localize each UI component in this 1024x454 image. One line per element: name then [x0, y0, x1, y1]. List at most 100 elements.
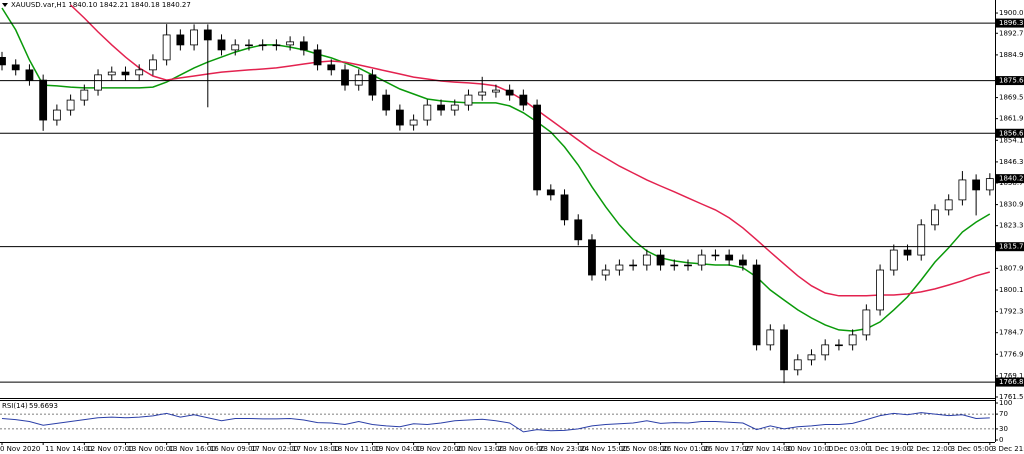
candle-body: [766, 329, 775, 346]
x-tick-label: 1 Dec 19:00: [868, 445, 911, 453]
y-tick-label: 1776.90: [999, 350, 1024, 358]
y-tick-label: 100: [999, 399, 1012, 407]
candle-body: [341, 69, 349, 86]
candle-body: [958, 179, 967, 201]
candle-body: [272, 44, 281, 47]
candle-body: [752, 264, 761, 346]
candle-body: [80, 89, 89, 101]
y-tick-label: 1892.70: [999, 29, 1024, 37]
level-label-box: [996, 76, 1024, 86]
candle-body: [835, 344, 843, 347]
candle-body: [437, 104, 445, 111]
candle-body: [190, 29, 198, 46]
moving-average: [70, 4, 991, 297]
candle-body: [149, 59, 157, 71]
x-tick-label: 19 Nov 20:00: [416, 445, 463, 453]
chart-header: XAUUSD.var,H1 1840.10 1842.21 1840.18 18…: [11, 1, 191, 9]
level-label-box: [996, 242, 1024, 252]
candle-body: [162, 34, 171, 61]
candle-body: [464, 94, 473, 106]
x-tick-label: 25 Nov 08:00: [621, 445, 668, 453]
x-tick-label: 12 Nov 07:00: [86, 445, 133, 453]
candle-body: [203, 29, 212, 41]
candle-body: [107, 71, 116, 76]
level-label: 1766.88: [999, 378, 1024, 386]
x-tick-label: 3 Dec 21:00: [992, 445, 1024, 453]
candle-body: [409, 119, 418, 126]
level-label: 1875.64: [999, 77, 1024, 85]
candle-body: [780, 329, 788, 371]
level-label: 1896.38: [999, 19, 1024, 27]
y-tick-label: 1800.10: [999, 286, 1024, 294]
candle-body: [588, 239, 596, 276]
candle-body: [231, 44, 240, 51]
candle-body: [533, 104, 541, 191]
y-tick-label: 30: [999, 425, 1008, 433]
collapse-icon[interactable]: [2, 3, 8, 7]
x-tick-label: 30 Nov 10:00: [786, 445, 833, 453]
candle-body: [94, 74, 102, 91]
candle-body: [395, 109, 404, 126]
candle-body: [546, 189, 555, 196]
candle-body: [505, 89, 514, 96]
candle-body: [258, 44, 267, 47]
x-tick-label: 19 Nov 04:00: [374, 445, 421, 453]
x-tick-label: 3 Dec 05:00: [951, 445, 994, 453]
x-tick-label: 24 Nov 15:00: [580, 445, 627, 453]
x-tick-label: 13 Nov 00:00: [127, 445, 174, 453]
candle-body: [889, 249, 898, 271]
candle-body: [985, 178, 994, 191]
candle-body: [848, 334, 857, 346]
candle-body: [450, 104, 459, 111]
candle-body: [66, 99, 75, 111]
candle-body: [382, 94, 391, 111]
candle-body: [931, 209, 939, 226]
y-tick-label: 1861.90: [999, 115, 1024, 123]
level-label-box: [996, 18, 1024, 28]
x-tick-label: 13 Nov 16:00: [169, 445, 216, 453]
candle-body: [368, 74, 377, 96]
candle-body: [876, 269, 884, 311]
y-tick-label: 1854.10: [999, 136, 1024, 144]
candle-body: [176, 34, 185, 46]
candle-body: [217, 39, 226, 51]
candle-body: [615, 264, 624, 271]
candle-body: [11, 64, 20, 71]
candle-body: [423, 104, 432, 121]
candle-body: [478, 91, 487, 96]
rsi-title: RSI(14): [2, 402, 28, 410]
candle-body: [944, 199, 953, 211]
y-tick-label: 1846.30: [999, 158, 1024, 166]
candle-body: [327, 64, 336, 71]
candle-body: [601, 269, 610, 276]
y-tick-label: 70: [999, 410, 1008, 418]
candle-body: [286, 41, 295, 46]
rsi-current-value: 59.6693: [29, 402, 58, 410]
y-tick-label: 1884.90: [999, 51, 1024, 59]
candle-body: [492, 89, 500, 93]
candle-body: [39, 79, 48, 121]
candle-body: [121, 71, 130, 76]
y-tick-label: 1823.30: [999, 222, 1024, 230]
current-price-label: 1840.27: [999, 175, 1024, 183]
candle-body: [903, 249, 912, 256]
y-tick-label: 1769.10: [999, 372, 1024, 380]
x-tick-label: 1 Dec 03:00: [827, 445, 870, 453]
candle-body: [972, 179, 981, 191]
candle-body: [25, 69, 34, 81]
candle-body: [738, 259, 747, 266]
candle-body: [917, 224, 926, 256]
x-tick-label: 23 Nov 23:00: [539, 445, 586, 453]
candle-body: [629, 264, 638, 267]
candle-body: [670, 264, 679, 267]
y-tick-label: 1761.50: [999, 393, 1024, 401]
x-tick-label: 26 Nov 01:00: [663, 445, 710, 453]
candle-body: [697, 254, 706, 266]
level-label-box: [996, 377, 1024, 387]
y-tick-label: 1784.70: [999, 329, 1024, 337]
rsi-line: [1, 412, 990, 433]
x-tick-label: 23 Nov 06:00: [498, 445, 545, 453]
candle-body: [793, 359, 802, 371]
